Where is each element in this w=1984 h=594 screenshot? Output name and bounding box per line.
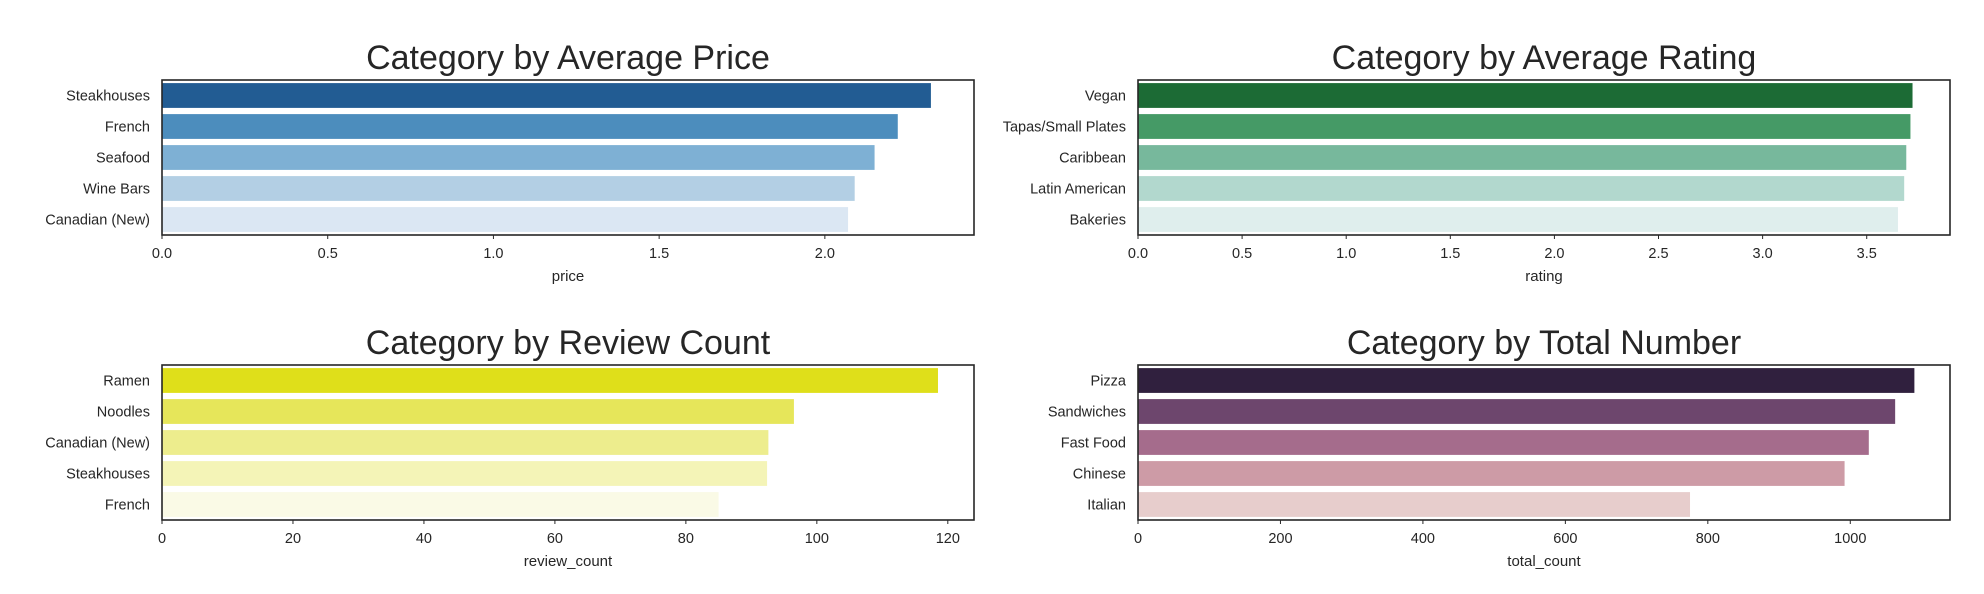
x-tick-label: 100 [805, 531, 829, 547]
x-tick-label: 3.0 [1753, 246, 1773, 262]
category-label: French [105, 498, 150, 514]
bar-french [162, 492, 719, 517]
x-tick-label: 0.0 [152, 246, 172, 262]
bar-italian [1138, 492, 1691, 517]
category-label: Chinese [1073, 467, 1126, 483]
bar-wine-bars [162, 176, 855, 201]
category-label: Pizza [1091, 374, 1127, 390]
x-tick-label: 0.5 [1232, 246, 1252, 262]
bar-tapas-small-plates [1138, 114, 1911, 139]
bar-pizza [1138, 368, 1915, 393]
chart-title: Category by Average Rating [1332, 39, 1757, 77]
bar-seafood [162, 145, 875, 170]
x-tick-label: 20 [285, 531, 301, 547]
x-tick-label: 1.0 [1336, 246, 1356, 262]
category-label: Canadian (New) [45, 213, 150, 229]
x-tick-label: 0 [1134, 531, 1142, 547]
plot-frame [1137, 79, 1951, 236]
x-tick-label: 3.5 [1857, 246, 1877, 262]
bar-fast-food [1138, 430, 1869, 455]
category-label: Fast Food [1061, 436, 1126, 452]
category-label: Wine Bars [83, 182, 150, 198]
x-tick-label: 80 [678, 531, 694, 547]
bar-french [162, 114, 898, 139]
x-axis-label: price [552, 268, 585, 285]
plot-frame [161, 364, 975, 521]
x-tick-label: 200 [1268, 531, 1292, 547]
x-tick-label: 1000 [1834, 531, 1866, 547]
bar-steakhouses [162, 461, 768, 486]
category-label: Canadian (New) [45, 436, 150, 452]
x-axis-label: total_count [1507, 553, 1581, 570]
chart-panel-2: Category by Average Rating Vegan Tapas/Sma… [1003, 39, 1951, 285]
category-label: Vegan [1085, 89, 1126, 105]
category-label: Noodles [97, 405, 150, 421]
chart-panel-1: Category by Average Price Steakhouses Fren… [45, 39, 975, 285]
x-tick-label: 800 [1696, 531, 1720, 547]
plot-frame [1137, 364, 1951, 521]
category-label: Latin American [1030, 182, 1126, 198]
bar-canadian-new [162, 207, 849, 232]
x-tick-label: 400 [1411, 531, 1435, 547]
chart-title: Category by Total Number [1347, 324, 1741, 362]
bar-latin-american [1138, 176, 1905, 201]
x-tick-label: 2.5 [1648, 246, 1668, 262]
x-tick-label: 600 [1553, 531, 1577, 547]
x-tick-label: 2.0 [815, 246, 835, 262]
category-label: Steakhouses [66, 467, 150, 483]
bar-vegan [1138, 83, 1913, 108]
chart-panel-3: Category by Review Count Ramen Noodles Cana… [45, 324, 975, 570]
bar-ramen [162, 368, 938, 393]
category-label: Bakeries [1070, 213, 1126, 229]
category-label: Ramen [103, 374, 150, 390]
category-label: Caribbean [1059, 151, 1126, 167]
x-axis-label: rating [1525, 268, 1563, 285]
chart-panel-4: Category by Total Number Pizza Sandwiches F… [1048, 324, 1951, 570]
category-label: Italian [1087, 498, 1126, 514]
x-tick-label: 120 [936, 531, 960, 547]
chart-title: Category by Average Price [366, 39, 770, 77]
x-tick-label: 2.0 [1544, 246, 1564, 262]
x-tick-label: 1.5 [1440, 246, 1460, 262]
x-tick-label: 0.5 [318, 246, 338, 262]
category-label: Steakhouses [66, 89, 150, 105]
x-tick-label: 1.5 [649, 246, 669, 262]
bar-caribbean [1138, 145, 1907, 170]
category-label: Sandwiches [1048, 405, 1126, 421]
x-tick-label: 60 [547, 531, 563, 547]
chart-title: Category by Review Count [366, 324, 771, 362]
x-tick-label: 1.0 [483, 246, 503, 262]
bar-sandwiches [1138, 399, 1896, 424]
bar-noodles [162, 399, 794, 424]
bar-steakhouses [162, 83, 931, 108]
x-tick-label: 0 [158, 531, 166, 547]
x-axis-label: review_count [524, 553, 613, 570]
bar-chinese [1138, 461, 1845, 486]
plot-frame [161, 79, 975, 236]
category-label: Seafood [96, 151, 150, 167]
x-tick-label: 0.0 [1128, 246, 1148, 262]
category-label: Tapas/Small Plates [1003, 120, 1126, 136]
bar-canadian-new [162, 430, 769, 455]
category-label: French [105, 120, 150, 136]
x-tick-label: 40 [416, 531, 432, 547]
bar-bakeries [1138, 207, 1898, 232]
